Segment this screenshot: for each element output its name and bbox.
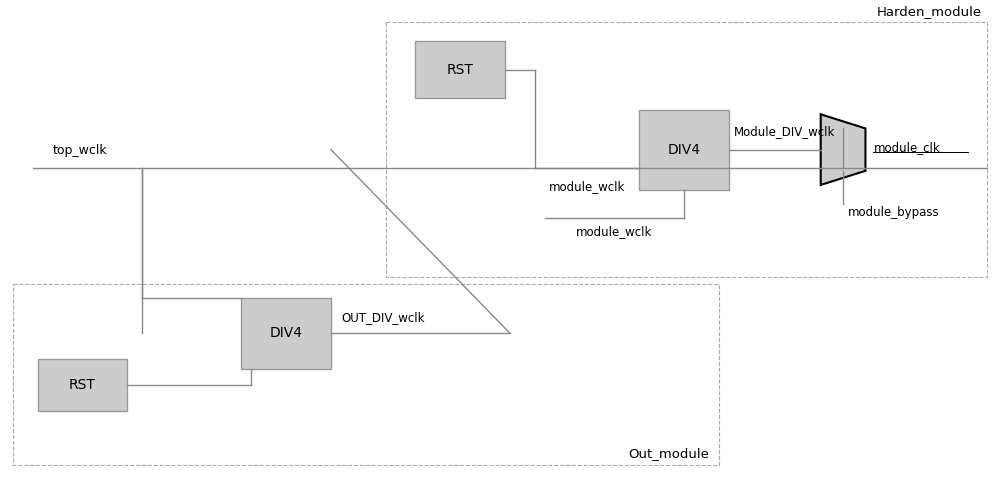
Text: top_wclk: top_wclk	[53, 144, 107, 157]
Text: DIV4: DIV4	[667, 143, 700, 157]
Bar	[415, 41, 505, 98]
Bar	[639, 109, 729, 189]
Text: module_wclk: module_wclk	[576, 225, 653, 238]
Text: RST: RST	[447, 63, 474, 77]
Text: Harden_module: Harden_module	[877, 5, 982, 18]
Bar	[386, 23, 987, 277]
Polygon shape	[821, 114, 865, 185]
Bar	[38, 359, 127, 411]
Text: Module_DIV_wclk: Module_DIV_wclk	[734, 125, 835, 138]
Text: RST: RST	[69, 378, 96, 392]
Text: DIV4: DIV4	[270, 326, 303, 340]
Bar	[241, 298, 331, 369]
Text: module_bypass: module_bypass	[848, 206, 940, 219]
Text: Out_module: Out_module	[628, 447, 709, 460]
Text: module_wclk: module_wclk	[549, 180, 625, 193]
Text: OUT_DIV_wclk: OUT_DIV_wclk	[341, 311, 424, 324]
Text: module_clk: module_clk	[873, 141, 940, 154]
Bar	[13, 284, 719, 465]
